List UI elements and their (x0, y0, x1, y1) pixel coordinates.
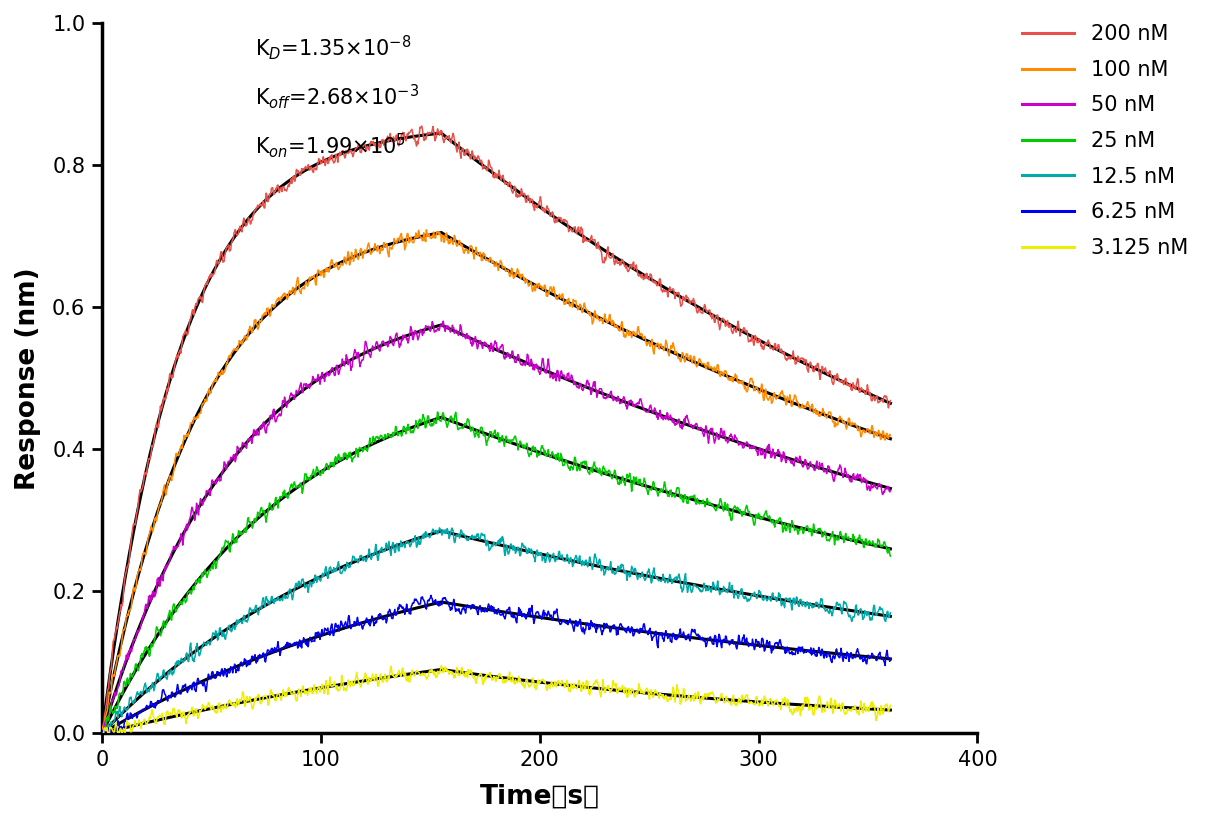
Legend: 200 nM, 100 nM, 50 nM, 25 nM, 12.5 nM, 6.25 nM, 3.125 nM: 200 nM, 100 nM, 50 nM, 25 nM, 12.5 nM, 6… (1013, 16, 1197, 266)
Y-axis label: Response (nm): Response (nm) (15, 267, 41, 489)
X-axis label: Time（s）: Time（s） (480, 784, 599, 810)
Text: K$_D$=1.35×10$^{-8}$
K$_{off}$=2.68×10$^{-3}$
K$_{on}$=1.99×10$^5$: K$_D$=1.35×10$^{-8}$ K$_{off}$=2.68×10$^… (255, 34, 420, 160)
